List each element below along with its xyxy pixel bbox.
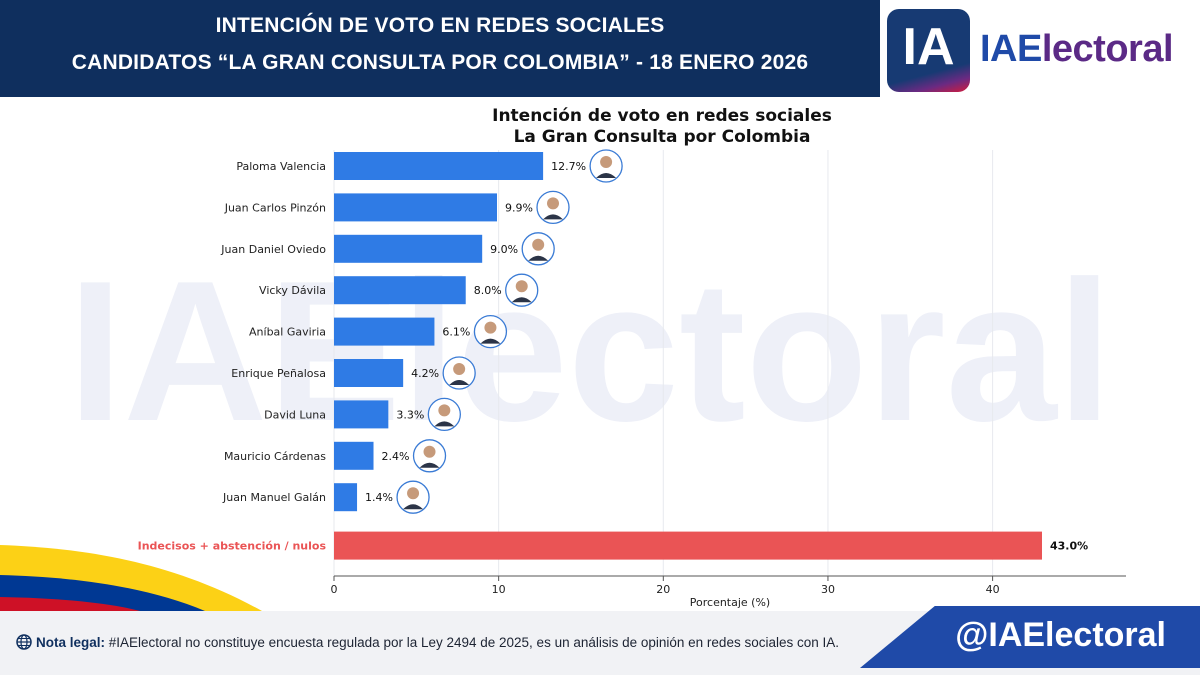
x-tick-label: 0 [331,583,338,596]
bar [334,317,435,346]
category-label: Juan Carlos Pinzón [224,201,326,214]
legal-label: Nota legal: [36,635,106,650]
category-label: Indecisos + abstención / nulos [138,540,327,553]
chart-title-line1: Intención de voto en redes sociales [492,106,832,126]
logo-mark: IA [902,18,955,76]
candidate-avatar-icon [427,397,461,432]
category-label: Paloma Valencia [236,160,326,173]
brand-name-part1: IAE [980,28,1042,70]
x-axis-label: Porcentaje (%) [690,596,770,609]
category-label: Vicky Dávila [259,284,326,297]
bar [334,359,404,387]
candidate-avatar-icon [505,273,539,307]
category-label: Juan Daniel Oviedo [220,243,326,256]
data-label: 43.0% [1050,540,1088,553]
data-label: 2.4% [382,450,410,463]
candidate-avatar-icon [442,356,476,390]
bar [334,234,483,263]
bar [334,193,498,222]
category-label: Aníbal Gaviria [249,326,326,339]
candidate-avatar-icon [473,314,508,349]
globe-icon [16,634,32,650]
watermark: IAElectoral [68,240,1113,463]
legal-note: Nota legal: #IAElectoral no constituye e… [16,634,839,650]
category-label: David Luna [264,408,326,421]
candidate-avatar-icon [412,439,447,473]
candidate-avatar-icon [589,149,623,183]
data-label: 4.2% [411,367,439,380]
candidate-avatar-icon [521,232,555,266]
data-label: 9.9% [505,201,533,214]
data-label: 6.1% [442,326,470,339]
candidate-avatar-icon [536,190,570,225]
bar [334,152,544,180]
data-label: 1.4% [365,491,393,504]
category-label: Enrique Peñalosa [231,367,326,380]
social-handle-banner: @IAElectoral [860,606,1200,668]
flag-swoosh-icon [0,545,262,611]
brand-name: IAElectoral [980,28,1174,71]
candidate-avatar-icon [396,480,430,514]
bar-chart: IAElectoral Intención de voto en redes s… [0,106,1126,611]
x-ticks: 0 10 20 30 40 [331,576,1000,596]
header-banner: INTENCIÓN DE VOTO EN REDES SOCIALES CAND… [0,0,880,97]
data-label: 9.0% [490,243,518,256]
data-label: 12.7% [551,160,586,173]
bar [334,276,466,305]
x-tick-label: 10 [492,583,506,596]
brand-name-part2: lectoral [1041,28,1174,70]
header-title-line1: INTENCIÓN DE VOTO EN REDES SOCIALES [215,14,665,37]
category-label: Juan Manuel Galán [222,491,326,504]
data-label: 3.3% [396,408,424,421]
legal-text: #IAElectoral no constituye encuesta regu… [105,635,839,650]
header-title-line2: CANDIDATOS “LA GRAN CONSULTA POR COLOMBI… [71,51,809,74]
data-label: 8.0% [474,284,502,297]
bars: Paloma Valencia 12.7% Juan Carlos Pinzón 9.… [138,149,1088,560]
bar [334,400,389,429]
x-tick-label: 30 [821,583,835,596]
x-tick-label: 40 [986,583,1000,596]
x-tick-label: 20 [656,583,670,596]
chart-title-line2: La Gran Consulta por Colombia [514,127,811,147]
category-label: Mauricio Cárdenas [224,450,326,463]
bar [334,531,1042,560]
social-handle: @IAElectoral [955,616,1166,654]
brand-logo-icon: IA [887,9,970,92]
bar [334,441,374,470]
bar [334,483,358,512]
